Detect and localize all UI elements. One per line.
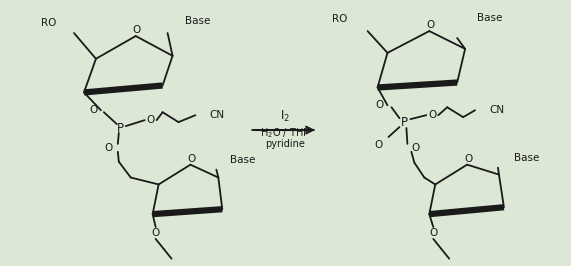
Text: O: O	[132, 25, 141, 35]
Text: pyridine: pyridine	[265, 139, 305, 149]
Text: H$_2$O / THF: H$_2$O / THF	[260, 126, 310, 140]
Text: O: O	[104, 143, 113, 153]
Text: O: O	[426, 20, 435, 30]
Text: O: O	[411, 143, 420, 153]
Text: P: P	[117, 122, 124, 135]
Text: O: O	[375, 140, 383, 150]
Text: Base: Base	[477, 13, 502, 23]
Text: O: O	[187, 154, 196, 164]
Text: Base: Base	[230, 155, 256, 165]
Text: RO: RO	[41, 18, 56, 28]
Text: I$_2$: I$_2$	[280, 109, 290, 124]
Text: O: O	[428, 110, 436, 120]
Text: O: O	[464, 154, 472, 164]
Text: CN: CN	[210, 110, 224, 120]
Text: Base: Base	[186, 16, 211, 26]
Text: O: O	[429, 228, 437, 238]
Text: O: O	[375, 100, 384, 110]
Text: CN: CN	[489, 105, 504, 115]
Text: O: O	[90, 105, 98, 115]
Text: O: O	[147, 115, 155, 125]
Text: RO: RO	[332, 14, 348, 24]
Text: O: O	[151, 228, 160, 238]
Text: Base: Base	[514, 153, 539, 163]
Text: P: P	[401, 116, 408, 129]
